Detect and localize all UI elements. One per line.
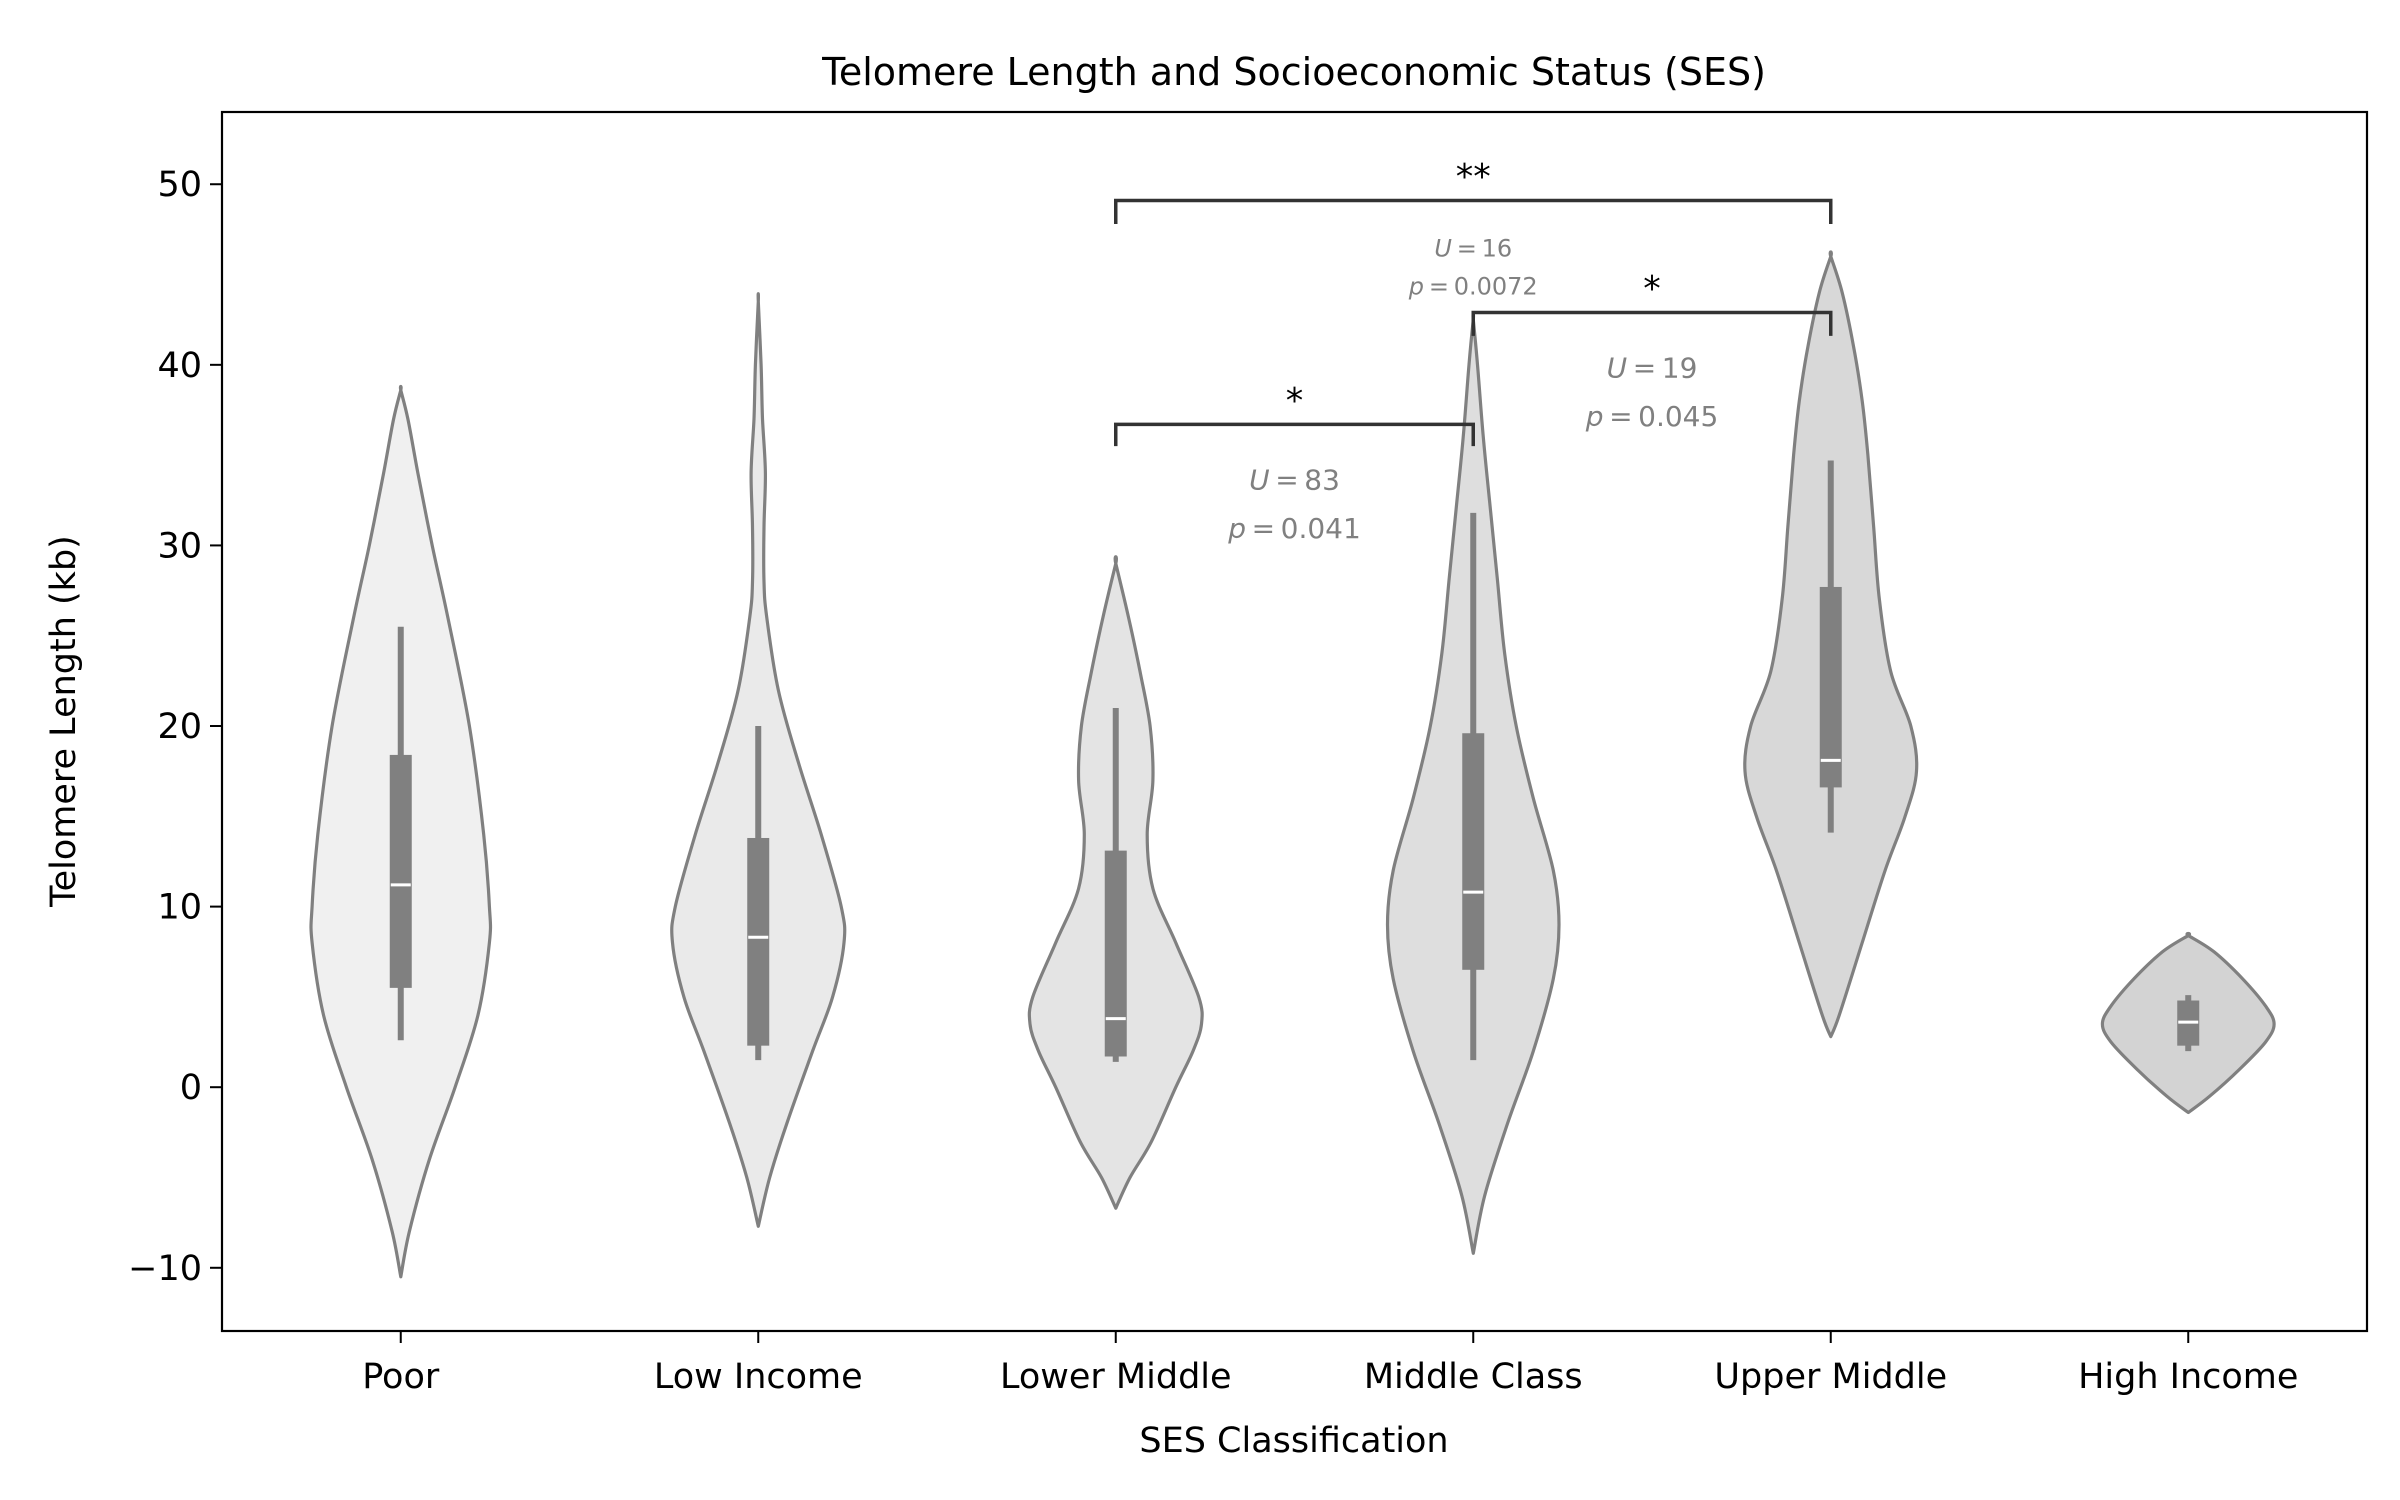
y-tick-label: −10: [128, 1249, 202, 1289]
chart-title: Telomere Length and Socioeconomic Status…: [821, 50, 1766, 94]
comparison-bracket: [1114, 422, 1475, 447]
x-tick-label: Upper Middle: [1714, 1357, 1947, 1397]
iqr-box-low-income: [747, 837, 770, 1046]
comparison-bracket: [1114, 198, 1833, 224]
boxes-layer: [389, 460, 2200, 1062]
plot-frame: [220, 110, 2369, 1333]
significance-stars: **: [1456, 157, 1491, 197]
y-tick-label: 10: [157, 888, 202, 928]
u-statistic-label: U = 16: [1434, 234, 1512, 262]
y-axis-label: Telomere Length (kb): [44, 535, 84, 908]
y-axis: −10 0 10 20 30 40 50: [128, 165, 222, 1289]
significance-stars: *: [1286, 381, 1304, 421]
x-axis: Poor Low Income Lower Middle Middle Class Up…: [362, 1331, 2298, 1397]
p-value-label: p = 0.0072: [1408, 272, 1538, 300]
y-tick-label: 40: [157, 346, 202, 386]
comparison-brackets: * U = 83 p = 0.041 * U = 19 p = 0.045 ** U = 16…: [1114, 157, 1833, 545]
y-tick-label: 50: [157, 165, 202, 205]
x-tick-label: High Income: [2078, 1357, 2298, 1397]
iqr-box-middle-class: [1462, 733, 1485, 970]
iqr-box-lower-middle: [1104, 850, 1127, 1057]
x-tick-label: Low Income: [654, 1357, 863, 1397]
iqr-box-poor: [389, 754, 412, 988]
x-tick-label: Poor: [362, 1357, 440, 1397]
significance-stars: *: [1643, 269, 1661, 309]
p-value-label: p = 0.041: [1227, 512, 1361, 545]
iqr-box-upper-middle: [1819, 586, 1842, 788]
u-statistic-label: U = 83: [1249, 463, 1340, 496]
x-tick-label: Middle Class: [1364, 1357, 1583, 1397]
y-tick-label: 0: [180, 1068, 202, 1108]
y-tick-label: 30: [157, 526, 202, 566]
x-tick-label: Lower Middle: [1000, 1357, 1232, 1397]
u-statistic-label: U = 19: [1607, 351, 1698, 384]
comparison-bracket: [1471, 310, 1833, 336]
y-tick-label: 20: [157, 707, 202, 747]
x-axis-label: SES Classification: [1139, 1421, 1448, 1461]
p-value-label: p = 0.045: [1585, 400, 1719, 433]
